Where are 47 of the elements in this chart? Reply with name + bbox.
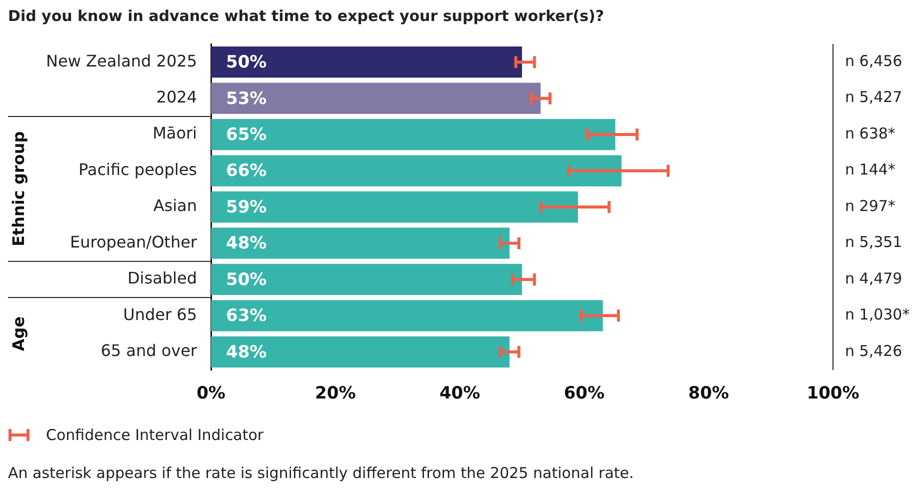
- bar: [211, 118, 616, 150]
- bar: [211, 264, 522, 296]
- text: n 638*: [845, 124, 896, 142]
- bar: [211, 228, 510, 259]
- text: n 297*: [845, 196, 896, 215]
- y-tick-label: Disabled: [127, 268, 197, 288]
- text: Ethnic group: [9, 131, 28, 246]
- x-tick-label: 20%: [315, 384, 356, 404]
- y-tick-label: New Zealand 2025: [46, 51, 197, 70]
- y-tick-label: European/Other: [70, 232, 198, 252]
- x-tick-label: 100%: [806, 384, 860, 404]
- bar: [211, 82, 541, 114]
- data-label: 48%: [226, 234, 267, 254]
- bar: [211, 336, 510, 368]
- text: n 5,426: [845, 342, 902, 360]
- data-label: 66%: [226, 161, 267, 182]
- text: n 144*: [845, 160, 896, 179]
- y-tick-label: 2024: [156, 87, 197, 106]
- x-tick-label: 60%: [564, 384, 605, 404]
- text: An asterisk appears if the rate is significantly different from the 2025 national rate.: [8, 464, 634, 482]
- data-label: 53%: [226, 88, 267, 109]
- x-tick-label: 80%: [688, 384, 729, 404]
- text: n 5,427: [845, 88, 902, 106]
- text: n 4,479: [845, 269, 902, 288]
- y-tick-label: Māori: [152, 124, 197, 143]
- x-tick-label: 0%: [196, 384, 226, 404]
- bar: [211, 191, 578, 223]
- text: Confidence Interval Indicator: [46, 426, 264, 444]
- text: Age: [9, 316, 28, 352]
- data-label: 50%: [226, 52, 267, 73]
- y-tick-label: Pacific peoples: [78, 160, 197, 179]
- y-tick-label: 65 and over: [100, 341, 198, 360]
- data-label: 65%: [226, 124, 267, 145]
- bar: [211, 155, 622, 186]
- data-label: 50%: [226, 270, 267, 290]
- text: n 5,351: [845, 233, 902, 252]
- y-tick-label: Under 65: [123, 304, 197, 324]
- chart-title: Did you know in advance what time to expect your support worker(s)?: [8, 7, 604, 25]
- x-tick-label: 40%: [439, 384, 480, 404]
- text: n 6,456: [845, 52, 902, 70]
- bar: [211, 300, 603, 332]
- bar: [211, 46, 522, 78]
- data-label: 63%: [226, 306, 267, 326]
- data-label: 59%: [226, 197, 267, 218]
- text: n 1,030*: [845, 306, 910, 324]
- y-tick-label: Asian: [153, 196, 197, 216]
- data-label: 48%: [226, 342, 267, 362]
